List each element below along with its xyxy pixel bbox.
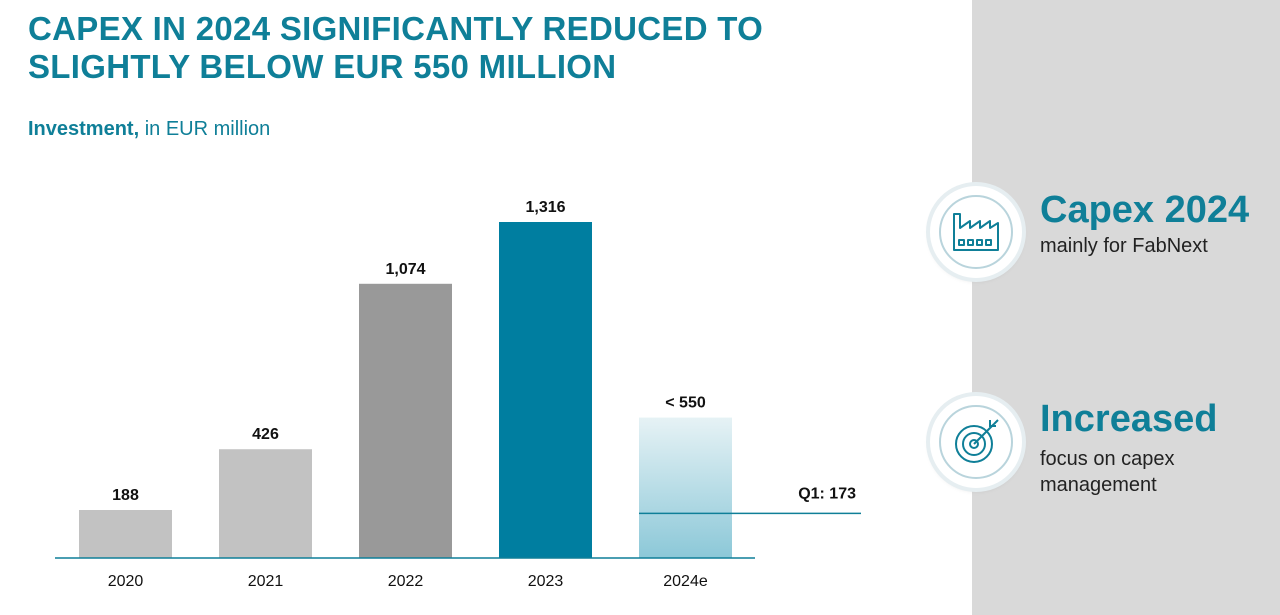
capex-bar-chart: 188 2020 426 2021 1,074 2022 1,316 2023 < 550 202… bbox=[55, 199, 861, 590]
feature-circle-2 bbox=[930, 396, 1022, 488]
chart-subtitle: Investment, in EUR million bbox=[28, 118, 270, 141]
q1-annotation-label: Q1: 173 bbox=[798, 485, 856, 502]
category-label-2024e: 2024e bbox=[663, 573, 708, 590]
factory-icon bbox=[939, 195, 1013, 269]
bar-2024e bbox=[639, 417, 732, 558]
page-title: CAPEX IN 2024 SIGNIFICANTLY REDUCED TO S… bbox=[28, 10, 764, 85]
feature-circle-1 bbox=[930, 186, 1022, 278]
feature-text-capex: mainly for FabNext bbox=[1040, 235, 1208, 257]
category-label-2022: 2022 bbox=[388, 573, 424, 590]
feature-text-increased: focus on capex management bbox=[1040, 448, 1175, 496]
bar-2023 bbox=[499, 222, 592, 558]
target-icon bbox=[939, 405, 1013, 479]
feature-title-capex: Capex 2024 bbox=[1040, 189, 1250, 231]
value-label-2020: 188 bbox=[112, 487, 139, 504]
subtitle-rest: in EUR million bbox=[139, 118, 271, 140]
category-label-2020: 2020 bbox=[108, 573, 144, 590]
subtitle-bold: Investment, bbox=[28, 118, 140, 140]
value-label-2021: 426 bbox=[252, 426, 279, 443]
side-panel bbox=[972, 0, 1280, 615]
bar-2021 bbox=[219, 449, 312, 558]
bar-2020 bbox=[79, 510, 172, 558]
value-label-2023: 1,316 bbox=[525, 199, 565, 216]
value-label-2022: 1,074 bbox=[385, 261, 425, 278]
bar-2022 bbox=[359, 283, 452, 558]
value-label-2024e: < 550 bbox=[665, 395, 706, 412]
feature-title-increased: Increased bbox=[1040, 398, 1218, 440]
category-label-2021: 2021 bbox=[248, 573, 284, 590]
category-label-2023: 2023 bbox=[528, 573, 564, 590]
